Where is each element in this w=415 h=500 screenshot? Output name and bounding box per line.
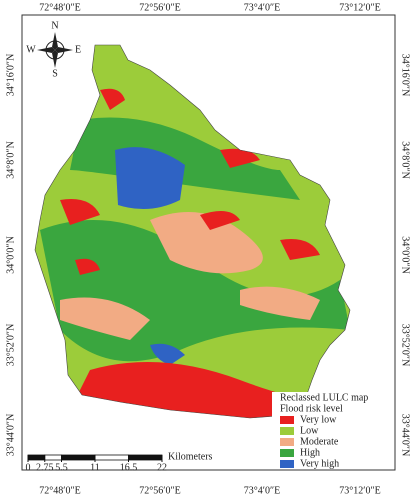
- top-coord: 73°12′0″E: [339, 2, 380, 13]
- scale-unit: Kilometers: [168, 451, 213, 462]
- left-coord: 33°44′0″N: [5, 414, 16, 457]
- left-coord: 34°0′0″N: [5, 236, 16, 274]
- scale-label: 11: [90, 462, 100, 473]
- legend-swatch: [280, 427, 294, 435]
- left-coord: 33°52′0″N: [5, 324, 16, 367]
- right-coord: 34°8′0″N: [400, 141, 411, 179]
- scale-label: 22: [157, 462, 167, 473]
- compass-e: E: [75, 44, 81, 55]
- scale-label: 16.5: [120, 462, 138, 473]
- legend-title: Reclassed LULC map: [280, 392, 368, 403]
- scale-segment: [27, 454, 46, 461]
- right-coord: 33°44′0″N: [400, 414, 411, 457]
- right-coord: 33°52′0″N: [400, 324, 411, 367]
- legend-label: Low: [300, 425, 319, 436]
- scale-segment: [128, 454, 163, 461]
- legend-swatch: [280, 460, 294, 468]
- compass-s: S: [52, 68, 58, 79]
- legend-swatch: [280, 449, 294, 457]
- bottom-coord: 72°56′0″E: [139, 485, 180, 496]
- top-coord: 73°4′0″E: [244, 2, 280, 13]
- scale-label: 0: [26, 462, 31, 473]
- legend-label: Moderate: [300, 436, 339, 447]
- scale-segment: [44, 454, 62, 461]
- bottom-coord: 73°12′0″E: [339, 485, 380, 496]
- scale-segment: [61, 454, 96, 461]
- scale-segment: [94, 454, 129, 461]
- legend-label: Very high: [300, 458, 339, 469]
- bottom-coord: 72°48′0″E: [39, 485, 80, 496]
- scale-label: 2.75: [36, 462, 54, 473]
- left-coord: 34°16′0″N: [5, 54, 16, 97]
- compass: N E S W: [26, 20, 81, 79]
- boundary: [34, 44, 351, 419]
- legend-subtitle: Flood risk level: [280, 403, 343, 414]
- legend-swatch: [280, 416, 294, 424]
- bottom-coord: 73°4′0″E: [244, 485, 280, 496]
- legend-swatch: [280, 438, 294, 446]
- top-coord: 72°48′0″E: [39, 2, 80, 13]
- compass-w: W: [26, 44, 36, 55]
- compass-n: N: [51, 20, 58, 31]
- right-coord: 34°16′0″N: [400, 54, 411, 97]
- left-coord: 34°8′0″N: [5, 141, 16, 179]
- legend-label: High: [300, 447, 320, 458]
- legend-label: Very low: [300, 414, 337, 425]
- top-coord: 72°56′0″E: [139, 2, 180, 13]
- right-coord: 34°0′0″N: [400, 236, 411, 274]
- scale-label: 5.5: [55, 462, 68, 473]
